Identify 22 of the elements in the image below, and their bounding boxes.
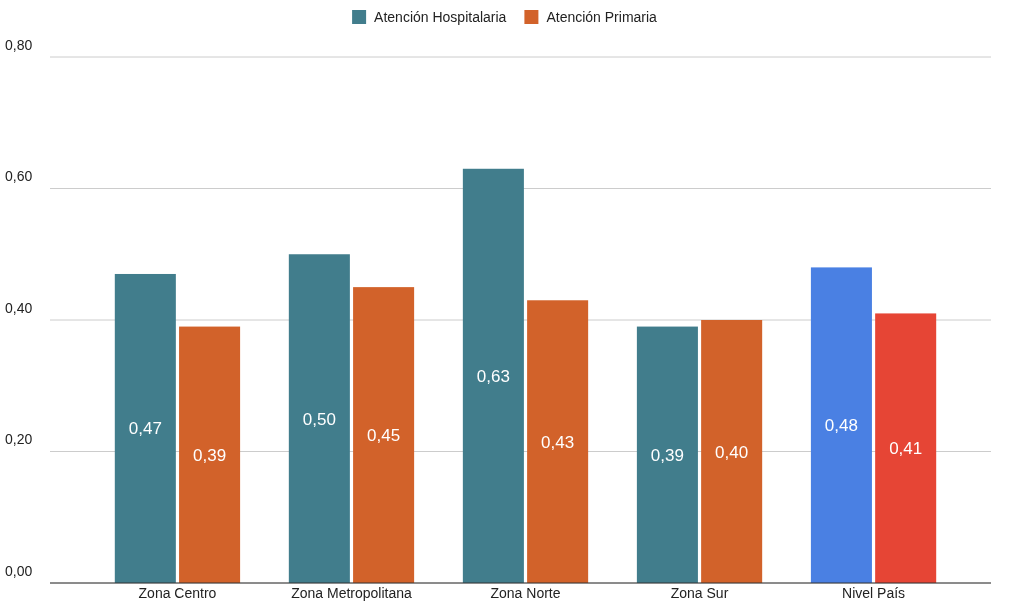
y-tick-label: 0,80 [5,36,33,53]
y-tick-label: 0,40 [5,299,33,316]
x-tick-label: Zona Sur [670,585,729,601]
data-label: 0,63 [476,366,510,386]
y-tick-label: 0,20 [5,431,33,447]
x-tick-label: Zona Norte [490,585,561,601]
data-label: 0,43 [541,432,575,452]
x-tick-label: Nivel País [842,585,906,601]
data-label: 0,47 [128,419,162,439]
data-label: 0,50 [302,409,336,429]
data-label: 0,39 [650,445,684,465]
y-tick-label: 0,60 [5,168,33,184]
legend-label: Atención Primaria [546,9,658,25]
data-label: 0,41 [889,439,923,459]
legend-label: Atención Hospitalaria [374,9,507,25]
data-label: 0,40 [715,442,749,462]
x-tick-label: Zona Centro [138,585,217,601]
data-label: 0,48 [824,416,858,436]
data-label: 0,45 [367,426,401,446]
data-label: 0,39 [193,445,227,465]
x-tick-label: Zona Metropolitana [291,585,412,601]
y-tick-label: 0,00 [5,562,33,579]
